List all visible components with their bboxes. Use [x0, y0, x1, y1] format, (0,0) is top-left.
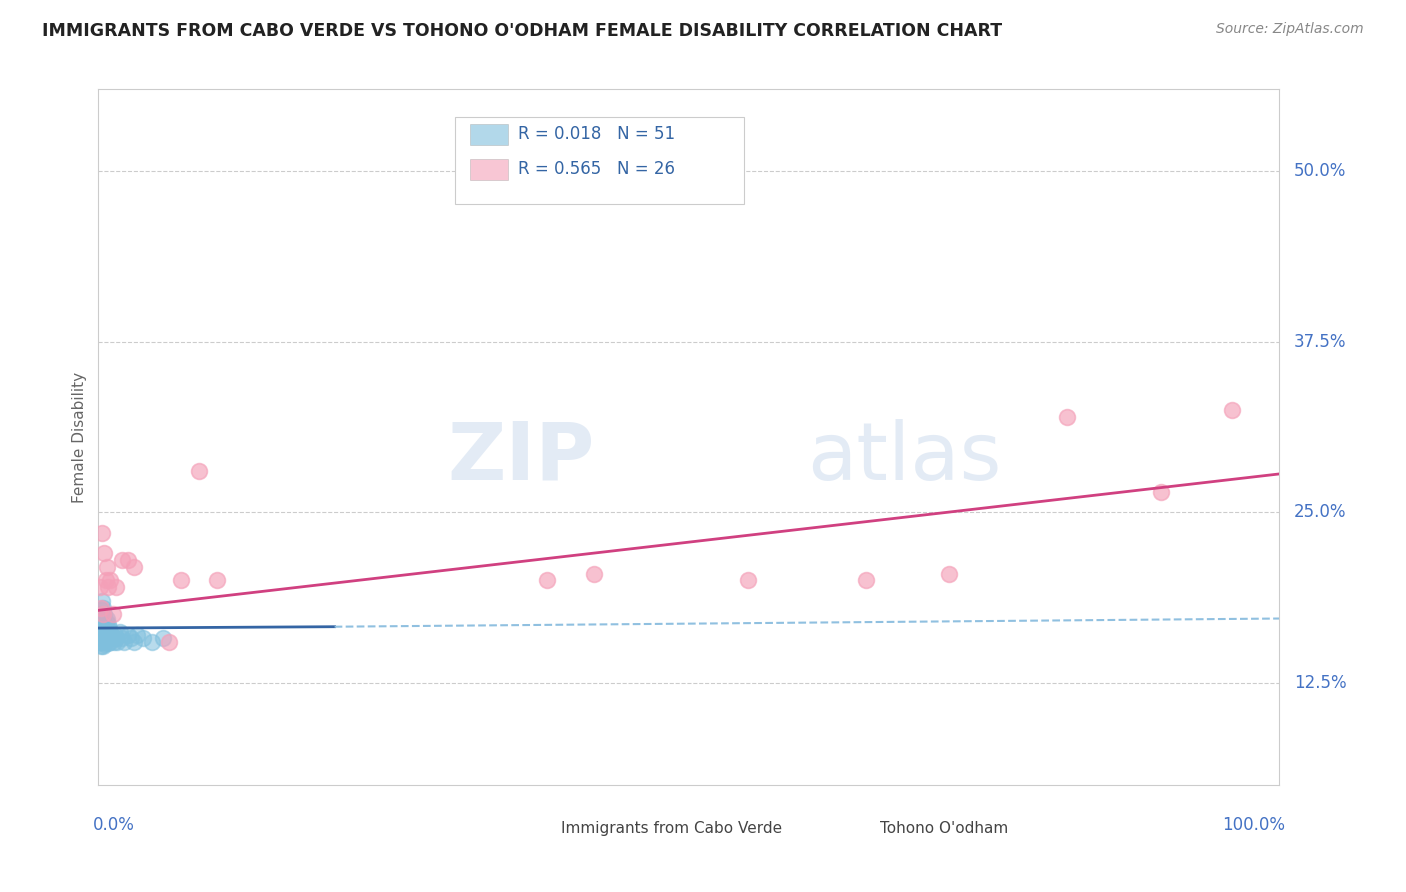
Point [90, 631, 112, 645]
Point [89, 580, 111, 594]
Point [97, 636, 120, 650]
Point [89, 607, 111, 622]
Text: Tohono O'odham: Tohono O'odham [880, 821, 1008, 836]
Point [89, 628, 111, 642]
Point [91, 639, 114, 653]
Point [91, 525, 114, 540]
FancyBboxPatch shape [456, 117, 744, 204]
Text: 0.0%: 0.0% [93, 816, 135, 834]
Point [90, 611, 112, 625]
Point [103, 634, 125, 648]
Point [91, 607, 114, 622]
Point [91, 625, 114, 640]
Point [127, 628, 149, 642]
Point [1056, 409, 1078, 424]
Point [93, 617, 115, 632]
Point [94, 624, 117, 638]
Point [90, 621, 112, 635]
Point [96, 559, 118, 574]
Point [93, 637, 115, 651]
Point [97, 580, 120, 594]
Text: 12.5%: 12.5% [1294, 673, 1347, 691]
Point [91, 631, 114, 645]
Point [205, 574, 228, 588]
FancyBboxPatch shape [523, 822, 553, 835]
Point [105, 631, 128, 645]
Point [93, 607, 115, 622]
Point [105, 580, 128, 594]
Point [97, 617, 120, 632]
Point [94, 633, 117, 648]
Point [117, 553, 139, 567]
Point [89, 634, 111, 648]
Point [141, 634, 163, 648]
Point [91, 594, 114, 608]
Point [96, 611, 118, 625]
Point [111, 553, 134, 567]
Text: R = 0.565   N = 26: R = 0.565 N = 26 [517, 161, 675, 178]
Point [122, 634, 145, 648]
Point [536, 574, 558, 588]
Point [117, 628, 139, 642]
Point [583, 566, 606, 581]
Point [101, 607, 124, 622]
Point [157, 634, 180, 648]
Point [170, 574, 193, 588]
Y-axis label: Female Disability: Female Disability [72, 371, 87, 503]
Point [737, 574, 759, 588]
Point [98, 625, 121, 640]
Text: 37.5%: 37.5% [1294, 333, 1346, 351]
Point [98, 574, 121, 588]
Text: ZIP: ZIP [447, 419, 595, 497]
Point [93, 546, 115, 560]
Point [101, 631, 124, 645]
Text: IMMIGRANTS FROM CABO VERDE VS TOHONO O'ODHAM FEMALE DISABILITY CORRELATION CHART: IMMIGRANTS FROM CABO VERDE VS TOHONO O'O… [42, 22, 1002, 40]
Point [187, 464, 209, 478]
Point [105, 634, 128, 648]
Text: 25.0%: 25.0% [1294, 503, 1346, 521]
Point [97, 626, 120, 640]
Point [91, 611, 114, 625]
Point [96, 621, 118, 635]
Point [90, 600, 112, 615]
Point [112, 634, 135, 648]
Point [1220, 402, 1243, 417]
Point [98, 621, 121, 635]
Point [91, 603, 114, 617]
Text: Immigrants from Cabo Verde: Immigrants from Cabo Verde [561, 821, 783, 836]
Point [91, 634, 114, 648]
Text: atlas: atlas [807, 419, 1001, 497]
Text: 100.0%: 100.0% [1222, 816, 1285, 834]
Point [108, 625, 131, 640]
Text: Source: ZipAtlas.com: Source: ZipAtlas.com [1216, 22, 1364, 37]
Text: R = 0.018   N = 51: R = 0.018 N = 51 [517, 126, 675, 144]
Point [91, 600, 114, 615]
FancyBboxPatch shape [842, 822, 872, 835]
Point [94, 574, 117, 588]
Point [90, 639, 112, 653]
Point [91, 614, 114, 628]
Point [111, 631, 134, 645]
Point [855, 574, 877, 588]
Point [104, 628, 127, 642]
FancyBboxPatch shape [471, 159, 508, 179]
Point [96, 631, 118, 645]
Point [152, 631, 174, 645]
Point [938, 566, 960, 581]
Point [94, 614, 117, 628]
Point [98, 634, 121, 648]
Point [1150, 484, 1173, 499]
Point [121, 631, 143, 645]
Point [91, 621, 114, 635]
Text: 50.0%: 50.0% [1294, 162, 1346, 180]
Point [93, 628, 115, 642]
FancyBboxPatch shape [471, 124, 508, 145]
Point [132, 631, 155, 645]
Point [100, 628, 122, 642]
Point [98, 631, 121, 645]
Point [122, 559, 145, 574]
Point [89, 617, 111, 632]
